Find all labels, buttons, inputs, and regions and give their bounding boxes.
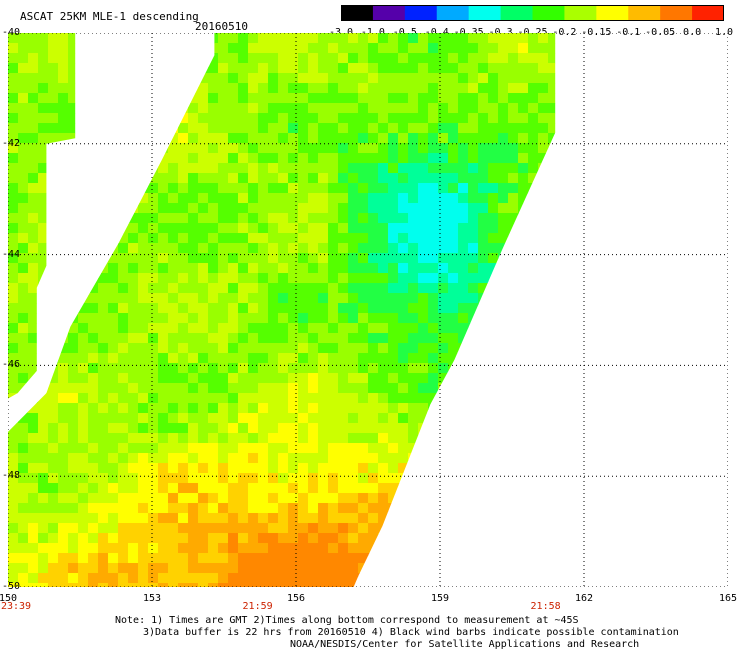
note-line-1: Note: 1) Times are GMT 2)Times along bot… xyxy=(115,615,579,626)
longitude-tick-label: 150 xyxy=(0,593,18,604)
longitude-tick-label: 162 xyxy=(574,593,594,604)
colorbar-segment xyxy=(564,5,597,21)
latitude-tick-label: -42 xyxy=(2,137,21,149)
latitude-tick-label: -48 xyxy=(2,470,21,482)
map-plot xyxy=(8,33,728,587)
latitude-tick-label: -50 xyxy=(2,581,21,592)
colorbar-segment xyxy=(436,5,470,21)
note-line-2: 3)Data buffer is 22 hrs from 20160510 4)… xyxy=(143,627,679,638)
colorbar-segment xyxy=(532,5,565,21)
colorbar-segment xyxy=(660,5,693,21)
latitude-tick-label: -40 xyxy=(2,27,21,38)
colorbar-segment xyxy=(372,5,406,21)
colorbar-outline xyxy=(341,5,724,21)
colorbar xyxy=(341,5,724,21)
longitude-tick-label: 156 xyxy=(286,593,306,604)
colorbar-segment xyxy=(692,5,724,21)
longitude-tick-label: 153 xyxy=(142,593,162,604)
latitude-tick-label: -46 xyxy=(2,359,21,371)
chart-date: 20160510 xyxy=(195,20,248,33)
colorbar-segment xyxy=(468,5,502,21)
colorbar-segment xyxy=(596,5,629,21)
time-label: 21:59 xyxy=(242,601,273,612)
longitude-tick-label: 159 xyxy=(430,593,450,604)
time-label: 21:58 xyxy=(530,601,561,612)
time-label: 23:39 xyxy=(0,601,32,612)
note-line-3: NOAA/NESDIS/Center for Satellite Applica… xyxy=(290,639,640,650)
latitude-tick-label: -44 xyxy=(2,248,21,260)
colorbar-segment xyxy=(341,5,374,21)
chart-title: ASCAT 25KM MLE-1 descending xyxy=(20,10,199,23)
swath-main xyxy=(8,33,556,587)
colorbar-segment xyxy=(628,5,661,21)
colorbar-segment xyxy=(404,5,438,21)
longitude-tick-label: 165 xyxy=(718,593,738,604)
colorbar-segment xyxy=(500,5,533,21)
